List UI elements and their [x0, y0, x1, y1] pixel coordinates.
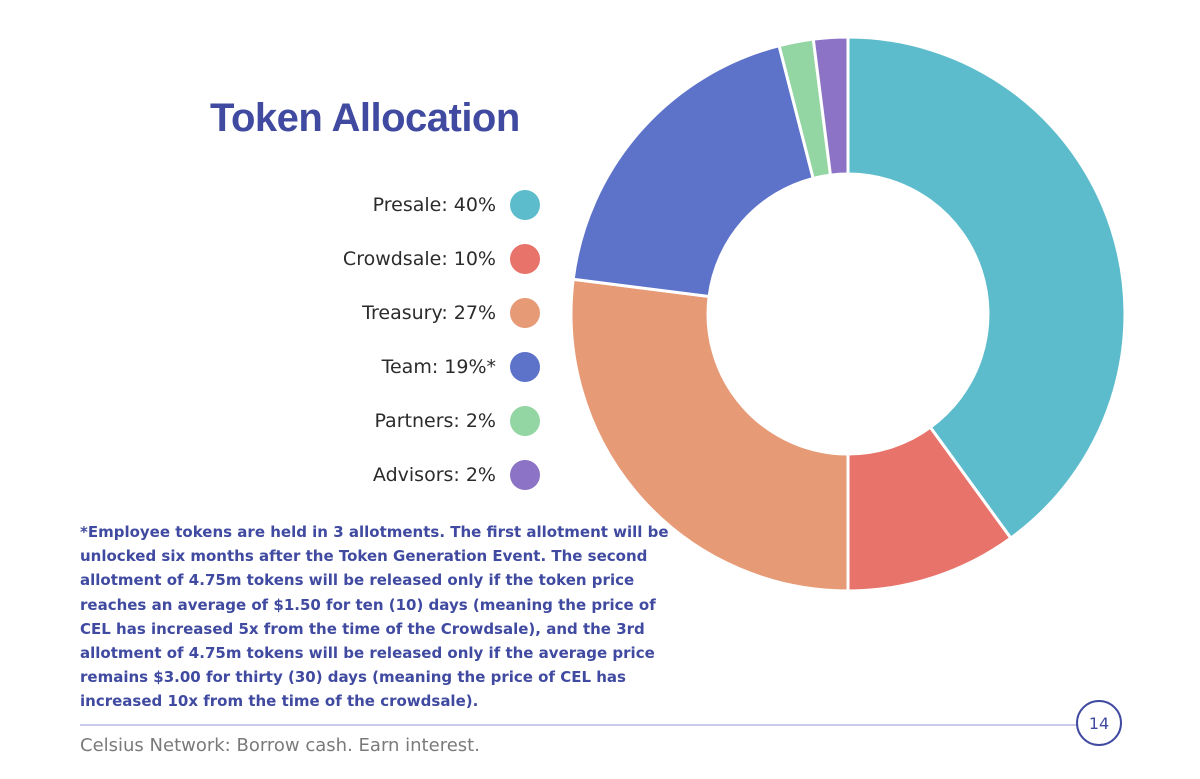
footer-divider — [80, 724, 1080, 726]
legend-swatch — [510, 244, 540, 274]
legend-item-team: Team: 19%* — [300, 340, 540, 394]
legend-item-crowdsale: Crowdsale: 10% — [300, 232, 540, 286]
slice-advisors — [811, 35, 850, 177]
chart-legend: Presale: 40% Crowdsale: 10% Treasury: 27… — [300, 178, 540, 502]
slice-team — [571, 43, 816, 299]
employee-tokens-footnote: *Employee tokens are held in 3 allotment… — [80, 523, 669, 711]
legend-swatch — [510, 460, 540, 490]
slice-treasury — [569, 277, 850, 593]
legend-item-partners: Partners: 2% — [300, 394, 540, 448]
legend-label: Team: 19%* — [381, 356, 496, 378]
slide-title: Token Allocation — [210, 96, 520, 140]
legend-label: Presale: 40% — [372, 194, 496, 216]
footer-tagline: Celsius Network: Borrow cash. Earn inter… — [80, 735, 480, 756]
legend-item-advisors: Advisors: 2% — [300, 448, 540, 502]
legend-label: Partners: 2% — [374, 410, 496, 432]
legend-label: Crowdsale: 10% — [342, 248, 496, 270]
slice-presale — [846, 35, 1127, 541]
legend-label: Treasury: 27% — [362, 302, 496, 324]
legend-label: Advisors: 2% — [372, 464, 496, 486]
legend-swatch — [510, 190, 540, 220]
legend-swatch — [510, 406, 540, 436]
legend-swatch — [510, 298, 540, 328]
legend-item-treasury: Treasury: 27% — [300, 286, 540, 340]
legend-item-presale: Presale: 40% — [300, 178, 540, 232]
legend-swatch — [510, 352, 540, 382]
page-number-badge: 14 — [1076, 700, 1122, 746]
page-number: 14 — [1088, 713, 1110, 733]
